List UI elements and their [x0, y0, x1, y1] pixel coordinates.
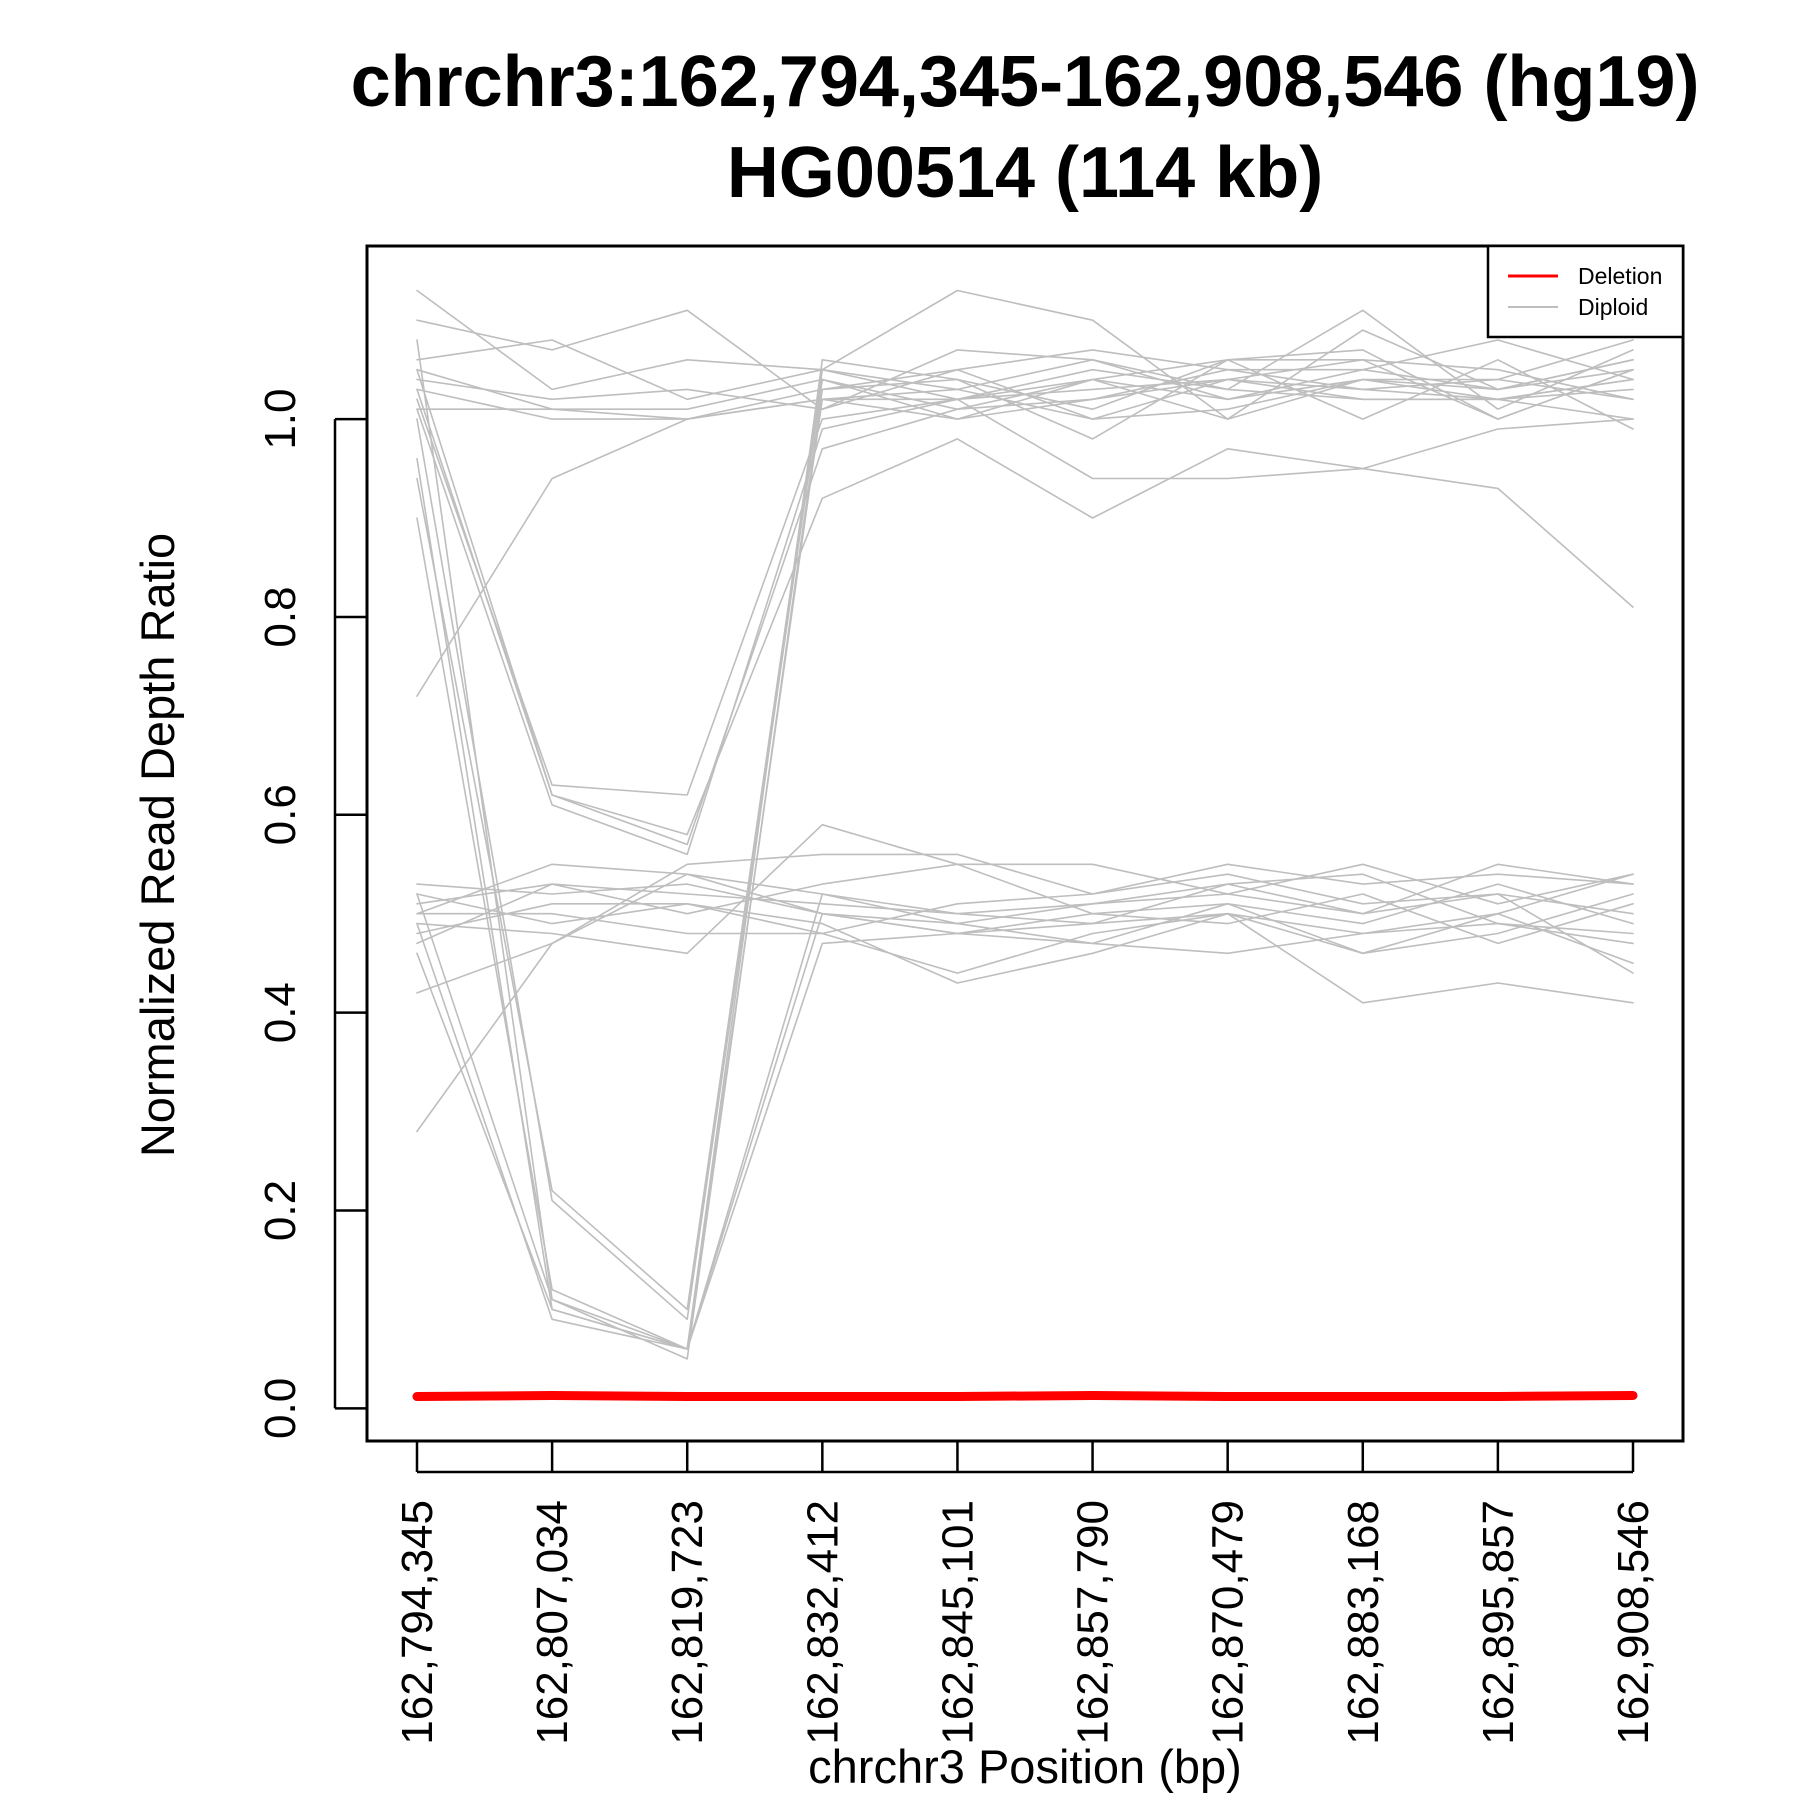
diploid-series-line-4: [416, 339, 1634, 411]
x-tick-label-4: 162,845,101: [933, 1500, 982, 1745]
diploid-series-line-27: [416, 912, 1634, 1004]
series-layer: [412, 289, 1638, 1401]
y-tick-label-4: 0.8: [256, 586, 305, 647]
diploid-series-line-20: [416, 893, 1634, 1350]
diploid-series-line-25: [416, 853, 1634, 1133]
y-tick-label-5: 1.0: [256, 389, 305, 450]
x-tick-label-0: 162,794,345: [393, 1500, 442, 1745]
x-axis-label: chrchr3 Position (bp): [808, 1740, 1242, 1793]
diploid-series-line-13: [416, 358, 1634, 1311]
diploid-series-line-19: [416, 912, 1634, 1350]
x-tick-label-5: 162,857,790: [1069, 1500, 1118, 1745]
axes-layer: 0.0 0.2 0.4 0.6 0.8 1.0 162,794,345 162,807,034…: [256, 244, 1685, 1745]
diploid-series-line-10: [416, 368, 1634, 836]
x-tick-label-6: 162,870,479: [1204, 1500, 1253, 1745]
legend: Deletion Diploid: [1486, 244, 1685, 339]
diploid-series-line-21: [416, 863, 1634, 925]
diploid-series-line-9: [416, 398, 1634, 796]
chart-title: chrchr3:162,794,345-162,908,546 (hg19): [351, 42, 1700, 122]
legend-box: [1486, 244, 1685, 339]
x-tick-label-8: 162,895,857: [1474, 1500, 1523, 1745]
deletion-series-line-0: [412, 1391, 1638, 1401]
chart-subtitle: HG00514 (114 kb): [727, 133, 1323, 213]
x-tick-label-7: 162,883,168: [1339, 1500, 1388, 1745]
y-tick-label-1: 0.2: [256, 1180, 305, 1241]
y-axis-label: Normalized Read Depth Ratio: [131, 533, 184, 1157]
diploid-series-line-30: [416, 873, 1634, 974]
y-tick-label-0: 0.0: [256, 1378, 305, 1439]
legend-label-diploid: Diploid: [1578, 294, 1648, 320]
diploid-series-line-3: [416, 289, 1634, 420]
legend-label-deletion: Deletion: [1578, 263, 1662, 289]
x-tick-label-9: 162,908,546: [1609, 1500, 1658, 1745]
x-tick-label-2: 162,819,723: [663, 1500, 712, 1745]
y-tick-label-3: 0.6: [256, 784, 305, 845]
y-tick-label-2: 0.4: [256, 982, 305, 1043]
x-tick-label-3: 162,832,412: [798, 1500, 847, 1745]
diploid-series-line-24: [416, 873, 1634, 994]
x-tick-label-1: 162,807,034: [528, 1500, 577, 1745]
plot-frame: [365, 244, 1685, 1443]
diploid-series-line-14: [416, 368, 1634, 1321]
diploid-series-line-22: [416, 863, 1634, 915]
diploid-series-line-26: [416, 823, 1634, 955]
